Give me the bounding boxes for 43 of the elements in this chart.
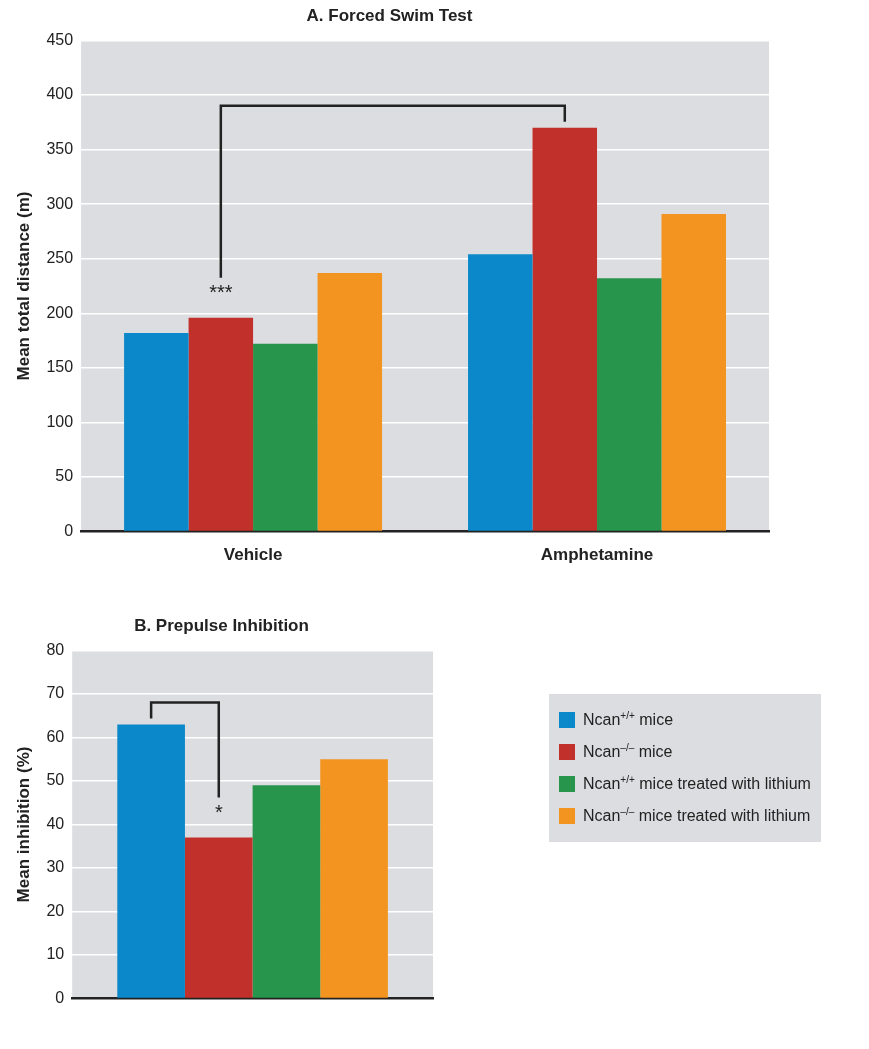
y-tick-label: 0: [55, 989, 65, 1007]
y-tick-label: 50: [46, 771, 65, 789]
bar: [252, 785, 321, 998]
y-tick-label: 20: [46, 901, 65, 919]
y-tick-label: 350: [46, 139, 74, 157]
bar: [317, 272, 383, 531]
bar: [597, 278, 662, 531]
y-tick-label: 30: [46, 858, 65, 876]
bar: [124, 332, 189, 531]
y-tick-label: 250: [46, 249, 74, 267]
y-tick-label: 40: [46, 814, 65, 832]
bar: [184, 837, 253, 998]
x-tick-label: Vehicle: [223, 545, 283, 565]
y-tick-label: 100: [46, 412, 74, 430]
bar: [532, 127, 598, 531]
bar: [661, 213, 727, 531]
y-tick-label: 70: [46, 684, 65, 702]
y-axis-title: Mean total distance (m): [13, 191, 33, 381]
y-tick-label: 200: [46, 303, 74, 321]
legend-label: Ncan$^{–/–}$ mice: [583, 742, 673, 762]
x-tick-label: Amphetamine: [540, 545, 654, 565]
bar: [253, 343, 318, 531]
y-tick-label: 60: [46, 727, 65, 745]
chart-title: B. Prepulse Inhibition: [134, 615, 309, 635]
y-tick-label: 50: [55, 467, 74, 485]
y-tick-label: 80: [46, 640, 65, 658]
y-tick-label: 0: [64, 522, 74, 540]
bar: [188, 317, 254, 531]
legend-label: Ncan$^{+/+}$ mice: [583, 710, 674, 730]
legend-label: Ncan$^{–/–}$ mice treated with lithium: [583, 806, 811, 826]
chart-title: A. Forced Swim Test: [306, 5, 473, 25]
annotation: *: [214, 801, 223, 824]
y-tick-label: 150: [46, 358, 74, 376]
y-axis-title: Mean inhibition (%): [13, 746, 33, 903]
y-tick-label: 300: [46, 194, 74, 212]
y-tick-label: 400: [46, 85, 74, 103]
bar: [117, 724, 185, 998]
bar: [468, 254, 533, 531]
legend-label: Ncan$^{+/+}$ mice treated with lithium: [583, 774, 811, 794]
bar: [320, 759, 388, 998]
y-tick-label: 450: [46, 30, 74, 48]
annotation: ***: [209, 281, 233, 304]
y-tick-label: 10: [46, 945, 65, 963]
